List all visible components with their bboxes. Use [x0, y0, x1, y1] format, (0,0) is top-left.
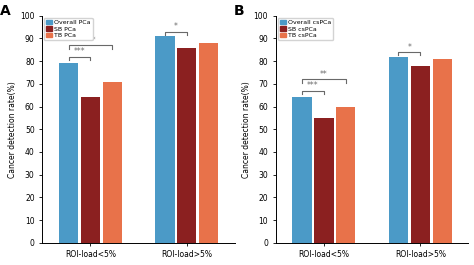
- Text: *: *: [174, 22, 178, 31]
- Bar: [336, 107, 356, 243]
- Legend: Overall PCa, SB PCa, TB PCa: Overall PCa, SB PCa, TB PCa: [44, 18, 92, 40]
- Text: **: **: [320, 70, 328, 79]
- Bar: [433, 59, 452, 243]
- Bar: [292, 98, 312, 243]
- Text: ***: ***: [307, 81, 319, 90]
- Text: B: B: [233, 5, 244, 18]
- Text: *: *: [408, 43, 411, 52]
- Bar: [81, 98, 100, 243]
- Y-axis label: Cancer detection rate(%): Cancer detection rate(%): [9, 81, 18, 178]
- Bar: [314, 118, 334, 243]
- Bar: [103, 82, 122, 243]
- Y-axis label: Cancer detection rate(%): Cancer detection rate(%): [242, 81, 251, 178]
- Text: ***: ***: [85, 36, 96, 45]
- Bar: [155, 36, 174, 243]
- Text: A: A: [0, 5, 10, 18]
- Text: ***: ***: [73, 47, 85, 56]
- Bar: [177, 47, 196, 243]
- Bar: [59, 63, 78, 243]
- Bar: [199, 43, 219, 243]
- Bar: [410, 66, 430, 243]
- Legend: Overall csPCa, SB csPCa, TB csPCa: Overall csPCa, SB csPCa, TB csPCa: [278, 18, 333, 40]
- Bar: [389, 57, 408, 243]
